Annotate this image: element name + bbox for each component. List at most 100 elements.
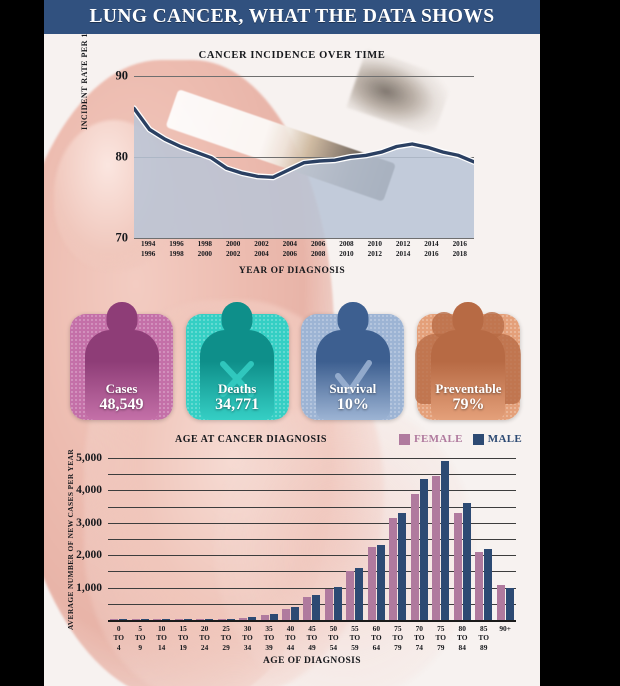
bar-group <box>323 458 344 620</box>
bar-group <box>258 458 279 620</box>
stat-card-survival[interactable]: Survival 10% <box>301 302 405 420</box>
bar-female <box>174 618 183 620</box>
bar-chart-x-tick: 85 TO 89 <box>478 624 489 652</box>
bar-female <box>303 597 312 620</box>
bar-female <box>475 551 484 620</box>
bar-chart-y-tick: 1,000 <box>76 581 102 594</box>
line-chart-x-tick: 2000 2002 <box>225 240 241 258</box>
bar-group <box>215 458 236 620</box>
bar-chart-plot-area: 1,000 2,000 3,000 4,000 5,000 <box>76 452 516 622</box>
bar-group <box>129 458 150 620</box>
line-chart-x-tick: 2012 2014 <box>395 240 411 258</box>
bar-chart-axis-line <box>108 619 516 622</box>
line-chart-y-tick: 90 <box>115 68 129 83</box>
bar-female <box>131 618 140 620</box>
line-chart-x-axis-label: YEAR OF DIAGNOSIS <box>238 266 346 276</box>
line-chart-x-tick: 2016 2018 <box>452 240 467 258</box>
bar-male <box>140 618 149 620</box>
bar-female <box>367 547 376 620</box>
three-people-silhouette <box>415 302 522 420</box>
bar-chart-x-tick: 15 TO 19 <box>177 624 189 652</box>
bar-chart-gridline <box>108 458 516 459</box>
bar-group <box>494 458 515 620</box>
bar-chart-y-tick: 4,000 <box>76 484 102 497</box>
bar-chart-x-tick: 75 TO 79 <box>392 624 404 652</box>
bar-group <box>366 458 387 620</box>
stat-card-label: Survival <box>329 381 377 396</box>
bar-chart-x-tick: 90+ <box>499 624 511 633</box>
line-chart-gridline <box>134 76 474 77</box>
bar-group <box>473 458 494 620</box>
bar-male <box>162 618 171 620</box>
bar-male <box>205 618 214 620</box>
stat-card-label: Deaths <box>218 381 257 396</box>
line-chart-x-tick-labels: 1994 1996 1996 1998 1998 2000 2000 2002 2002 2004… <box>134 240 474 266</box>
bar-female <box>110 618 119 620</box>
bar-chart-legend: FEMALE MALE <box>398 433 522 445</box>
bar-male <box>505 588 514 620</box>
bar-group <box>151 458 172 620</box>
bar-male <box>419 479 428 620</box>
bar-chart-title: AGE AT CANCER DIAGNOSIS <box>175 434 327 445</box>
bar-female <box>496 585 505 620</box>
stat-card-value: 79% <box>452 396 485 413</box>
bar-male <box>333 587 342 620</box>
bar-chart-gridline <box>108 506 516 508</box>
bar-female <box>281 609 290 620</box>
stat-cards: Cases 48,549 Deaths 34,771 Survival 10% Preven… <box>70 292 522 422</box>
bar-group <box>194 458 215 620</box>
page-title-bar: LUNG CANCER, WHAT THE DATA SHOWS <box>44 0 540 34</box>
line-chart-series <box>134 105 474 238</box>
bar-group <box>430 458 451 620</box>
line-chart-y-tick: 80 <box>115 149 129 164</box>
stat-card-cases[interactable]: Cases 48,549 <box>70 302 173 420</box>
bar-female <box>389 517 398 620</box>
bar-chart-x-tick: 80 TO 84 <box>456 624 468 652</box>
bar-chart-x-tick: 20 TO 24 <box>199 624 210 652</box>
bar-chart-gridline <box>108 474 516 476</box>
legend-swatch-icon <box>398 433 410 445</box>
bar-chart-x-tick: 75 TO 79 <box>435 624 447 652</box>
infographic-sheet: LUNG CANCER, WHAT THE DATA SHOWS CANCER … <box>44 0 540 686</box>
bar-chart-x-tick: 70 TO 74 <box>414 624 425 652</box>
bar-chart-x-tick: 30 TO 34 <box>242 624 253 652</box>
bar-female <box>239 617 248 620</box>
line-chart-x-tick: 2002 2004 <box>254 240 269 258</box>
bar-female <box>153 618 162 620</box>
line-chart-x-tick: 1996 1998 <box>169 240 184 258</box>
bar-male <box>484 548 493 620</box>
bar-male <box>441 461 450 620</box>
legend-item-male[interactable]: MALE <box>472 433 522 445</box>
bar-female <box>432 475 441 620</box>
bar-chart-gridline <box>108 587 516 589</box>
line-chart-plot-area: 70 80 90 <box>116 69 474 245</box>
legend-label: MALE <box>487 433 522 445</box>
stat-card-deaths[interactable]: Deaths 34,771 <box>185 302 289 420</box>
stat-card-preventable[interactable]: Preventable 79% <box>415 302 522 420</box>
bar-group <box>280 458 301 620</box>
bar-chart-x-tick: 50 TO 54 <box>328 624 339 652</box>
line-chart-y-tick: 70 <box>115 230 129 245</box>
bar-chart-y-tick: 2,000 <box>76 549 102 562</box>
bar-female <box>260 615 269 620</box>
bar-chart-gridline <box>108 539 516 540</box>
legend-label: FEMALE <box>413 433 463 445</box>
bar-chart-y-axis-label: AVERAGE NUMBER OF NEW CASES PER YEAR <box>66 448 75 630</box>
bar-chart-x-tick: 45 TO 49 <box>306 624 318 652</box>
bar-chart: AGE AT CANCER DIAGNOSIS FEMALE MALE AVERA… <box>44 433 540 686</box>
check-icon <box>333 360 373 403</box>
stat-card-value: 34,771 <box>215 396 260 413</box>
bar-chart-x-tick-labels: 0 TO 4 5 TO 9 10 TO 14 15 TO 19 20 TO 24 25 TO 29 30 TO 34 35… <box>108 624 516 652</box>
line-chart-x-tick: 2010 2012 <box>367 240 382 258</box>
stat-card-label: Cases <box>105 381 138 396</box>
bar-chart-x-tick: 35 TO 39 <box>263 624 275 652</box>
legend-item-female[interactable]: FEMALE <box>398 433 463 445</box>
bar-female <box>324 589 333 620</box>
stat-card-label: Preventable <box>435 381 502 396</box>
bar-chart-gridline <box>108 571 516 573</box>
bar-male <box>376 544 385 620</box>
line-chart-x-tick: 2006 2008 <box>310 240 326 258</box>
bar-female <box>217 618 226 620</box>
bar-male <box>312 595 321 620</box>
